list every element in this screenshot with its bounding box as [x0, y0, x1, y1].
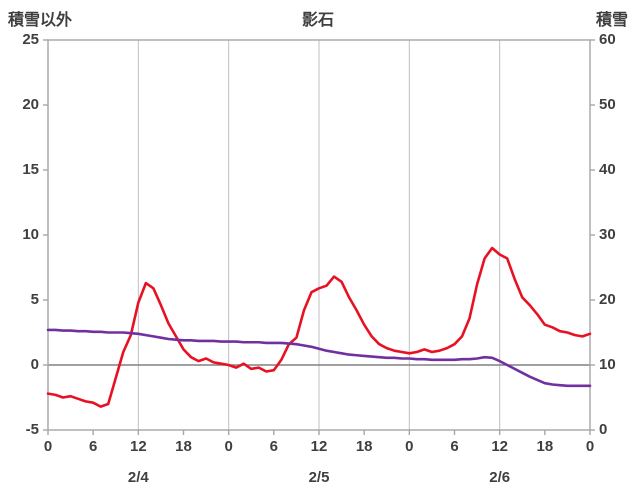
- svg-text:0: 0: [44, 438, 52, 455]
- svg-text:0: 0: [31, 356, 39, 373]
- svg-text:12: 12: [130, 438, 147, 455]
- svg-text:2/4: 2/4: [128, 469, 150, 486]
- svg-text:30: 30: [599, 226, 616, 243]
- svg-text:12: 12: [311, 438, 328, 455]
- svg-text:0: 0: [405, 438, 413, 455]
- svg-text:-5: -5: [26, 421, 39, 438]
- svg-text:0: 0: [599, 421, 607, 438]
- svg-text:12: 12: [491, 438, 508, 455]
- svg-text:20: 20: [22, 96, 39, 113]
- svg-text:0: 0: [224, 438, 232, 455]
- left-axis-title: 積雪以外: [8, 12, 73, 29]
- svg-text:5: 5: [31, 291, 39, 308]
- right-axis-title: 積雪: [595, 12, 628, 29]
- svg-text:10: 10: [22, 226, 39, 243]
- svg-text:0: 0: [586, 438, 594, 455]
- svg-text:15: 15: [22, 161, 39, 178]
- svg-text:18: 18: [356, 438, 373, 455]
- svg-text:6: 6: [270, 438, 278, 455]
- svg-text:60: 60: [599, 31, 616, 48]
- svg-text:50: 50: [599, 96, 616, 113]
- svg-text:6: 6: [89, 438, 97, 455]
- svg-text:2/6: 2/6: [489, 469, 510, 486]
- svg-text:10: 10: [599, 356, 616, 373]
- svg-text:18: 18: [536, 438, 553, 455]
- svg-text:2/5: 2/5: [309, 469, 330, 486]
- svg-text:40: 40: [599, 161, 616, 178]
- svg-text:25: 25: [22, 31, 39, 48]
- svg-text:20: 20: [599, 291, 616, 308]
- svg-text:6: 6: [450, 438, 458, 455]
- svg-text:18: 18: [175, 438, 192, 455]
- chart-title: 影石: [301, 12, 334, 29]
